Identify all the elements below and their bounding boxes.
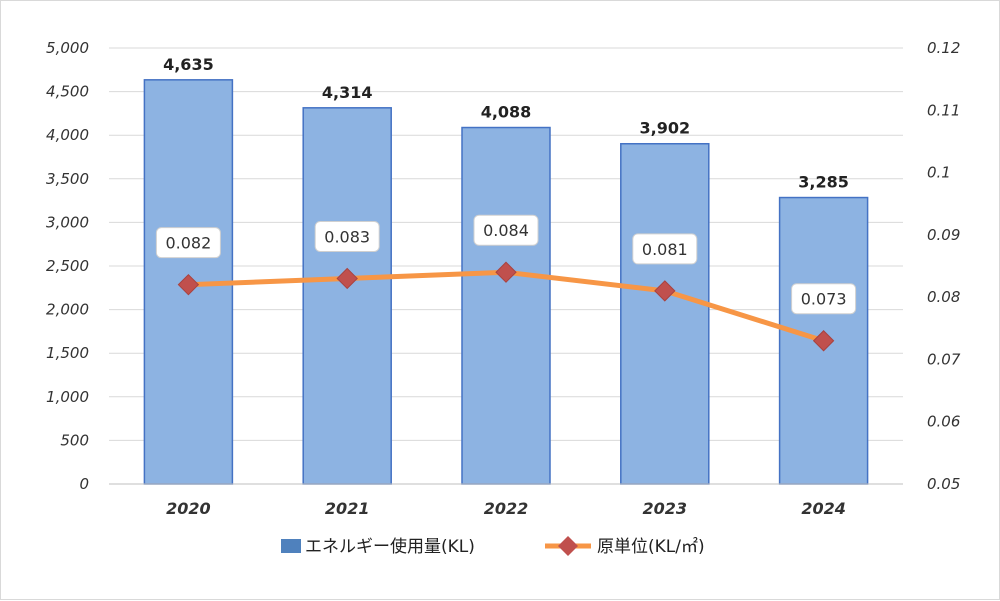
bar-value-label: 3,285 bbox=[798, 173, 849, 192]
right-tick-label: 0.08 bbox=[927, 288, 960, 306]
legend-bar-label: エネルギー使用量(KL) bbox=[305, 536, 475, 557]
bar bbox=[302, 107, 392, 485]
line-marker bbox=[812, 330, 835, 352]
bar bbox=[620, 142, 710, 485]
x-axis: 2020 2021 2022 2023 2024 bbox=[166, 499, 846, 518]
right-axis: 0.05 0.06 0.07 0.08 0.09 0.1 0.11 0.12 bbox=[927, 39, 961, 493]
right-tick-label: 0.1 bbox=[927, 164, 951, 182]
left-tick-label: 1,000 bbox=[46, 388, 89, 406]
line-data-labels: 0.082 0.083 0.084 0.081 0.073 bbox=[155, 214, 857, 315]
right-tick-label: 0.11 bbox=[927, 101, 960, 119]
right-tick-label: 0.12 bbox=[927, 39, 960, 57]
legend: エネルギー使用量(KL) 原単位(KL/㎡) bbox=[281, 536, 705, 557]
left-tick-label: 500 bbox=[60, 431, 89, 449]
x-tick-label: 2020 bbox=[166, 499, 211, 518]
x-tick-label: 2023 bbox=[643, 499, 688, 518]
right-tick-label: 0.06 bbox=[927, 413, 960, 431]
bar-data-labels: 4,635 4,314 4,088 3,902 3,285 bbox=[163, 55, 849, 192]
line-series bbox=[177, 261, 835, 352]
left-tick-label: 0 bbox=[79, 475, 89, 493]
right-tick-label: 0.05 bbox=[927, 475, 960, 493]
line-label-box bbox=[791, 283, 857, 315]
line-label-box bbox=[155, 227, 221, 259]
line-marker bbox=[177, 273, 200, 296]
left-tick-label: 2,500 bbox=[46, 257, 89, 275]
line-marker bbox=[336, 267, 358, 290]
bar bbox=[461, 126, 551, 485]
left-tick-label: 5,000 bbox=[46, 39, 89, 57]
right-tick-label: 0.09 bbox=[927, 226, 960, 244]
line-label-box bbox=[314, 220, 380, 252]
line-value-label: 0.084 bbox=[483, 221, 529, 240]
bar-value-label: 4,635 bbox=[163, 55, 214, 74]
legend-marker-swatch bbox=[558, 536, 578, 556]
x-tick-label: 2022 bbox=[484, 499, 529, 518]
line-marker bbox=[495, 261, 517, 283]
line-value-label: 0.081 bbox=[642, 240, 688, 259]
line-value-label: 0.082 bbox=[165, 234, 211, 253]
bar-value-label: 4,088 bbox=[481, 103, 532, 122]
left-tick-label: 1,500 bbox=[46, 344, 89, 362]
line-marker bbox=[654, 280, 676, 302]
right-tick-label: 0.07 bbox=[927, 350, 961, 368]
line-value-label: 0.073 bbox=[801, 290, 847, 309]
line-label-box bbox=[632, 233, 698, 265]
legend-line-label: 原単位(KL/㎡) bbox=[597, 537, 705, 557]
line-label-box bbox=[473, 214, 539, 246]
x-tick-label: 2024 bbox=[801, 499, 846, 518]
left-tick-label: 4,000 bbox=[46, 126, 89, 144]
left-tick-label: 2,000 bbox=[46, 301, 89, 319]
left-tick-label: 3,500 bbox=[46, 170, 89, 188]
legend-bar-swatch bbox=[281, 539, 301, 553]
bar-value-label: 3,902 bbox=[639, 119, 690, 138]
left-tick-label: 3,000 bbox=[46, 213, 89, 231]
left-axis: 0 500 1,000 1,500 2,000 2,500 3,000 3,500 4,000 4… bbox=[46, 39, 89, 493]
left-tick-label: 4,500 bbox=[46, 83, 89, 101]
bar-value-label: 4,314 bbox=[322, 83, 373, 102]
x-tick-label: 2021 bbox=[325, 499, 370, 518]
line-value-label: 0.083 bbox=[324, 227, 370, 246]
